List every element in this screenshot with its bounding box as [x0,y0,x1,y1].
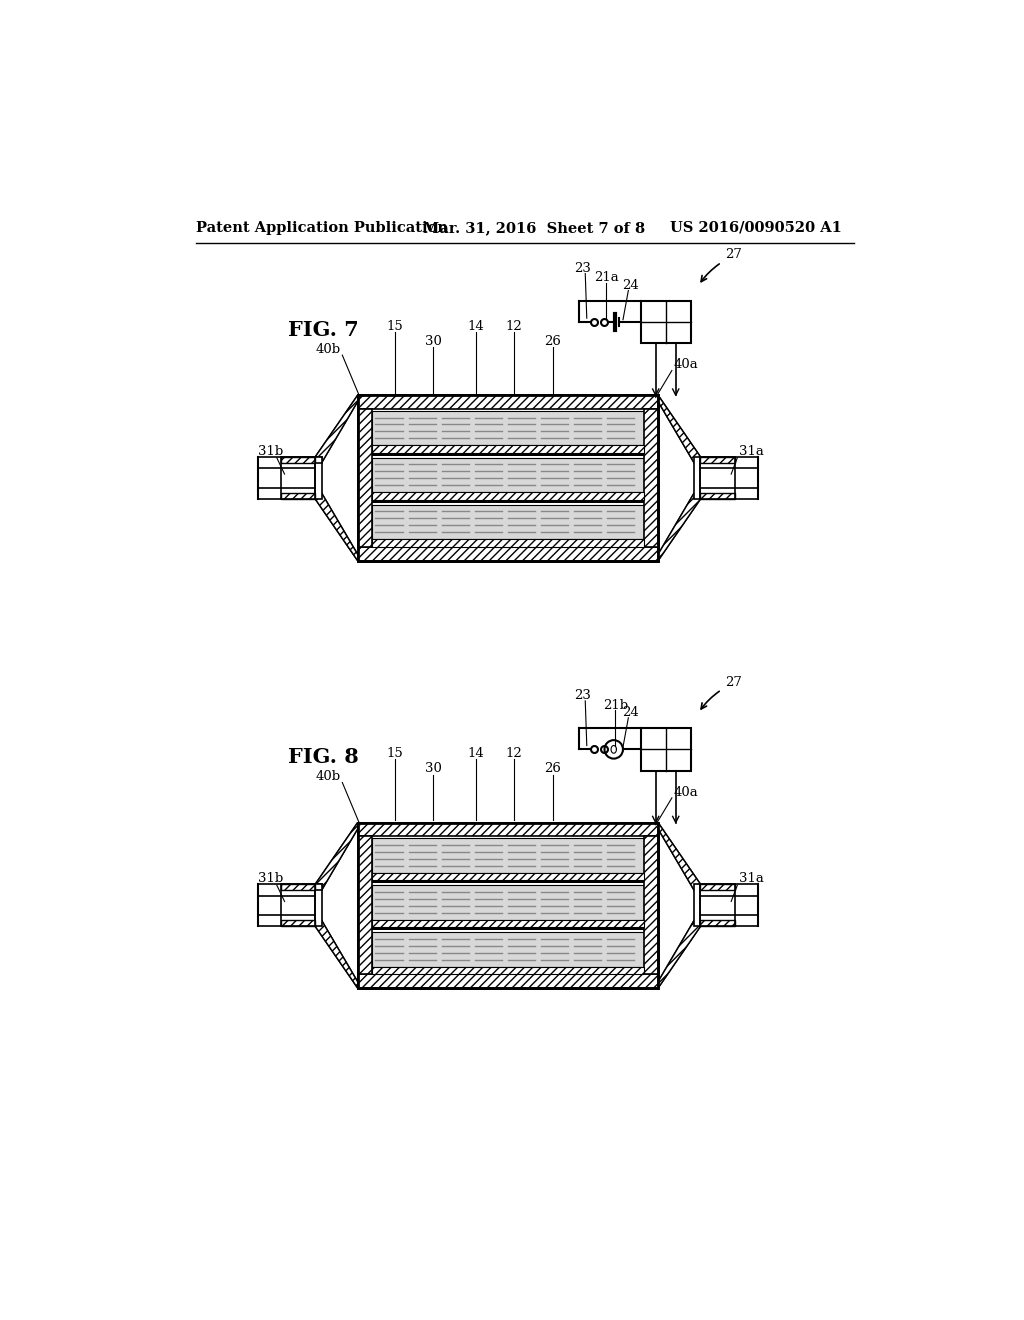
Text: 24: 24 [623,279,639,292]
Text: 15: 15 [386,319,403,333]
Text: 26: 26 [544,763,561,775]
Polygon shape [315,822,357,890]
Text: 12: 12 [506,747,522,760]
Bar [372,504,644,539]
Bar [357,395,658,409]
Bar [694,884,700,927]
Text: 31a: 31a [739,873,764,886]
Bar [357,395,658,561]
Polygon shape [315,822,357,890]
Bar [372,927,644,931]
Bar [700,920,735,927]
Text: Mar. 31, 2016  Sheet 7 of 8: Mar. 31, 2016 Sheet 7 of 8 [423,220,645,235]
Bar [357,395,658,561]
Polygon shape [658,492,700,561]
Text: 21a: 21a [594,271,618,284]
Bar [644,409,658,546]
Text: 24: 24 [623,706,639,719]
Bar [281,457,315,499]
Bar [372,492,644,500]
Polygon shape [658,395,700,463]
Polygon shape [658,822,700,890]
Text: 30: 30 [425,335,441,348]
Polygon shape [658,492,700,561]
Bar [372,873,644,880]
Polygon shape [315,920,357,989]
Polygon shape [315,492,357,561]
Bar [315,457,322,463]
Text: 30: 30 [425,763,441,775]
Bar [357,822,658,989]
Bar [281,492,315,499]
Bar [357,546,658,561]
Bar [315,884,322,890]
Polygon shape [658,920,700,989]
Bar [372,458,644,492]
Bar [372,411,644,445]
Bar [357,409,372,546]
Text: FIG. 7: FIG. 7 [289,319,359,339]
Bar [641,301,691,343]
Text: 40a: 40a [674,785,698,799]
Bar [372,920,644,927]
Text: 40a: 40a [674,358,698,371]
Text: 23: 23 [574,689,592,702]
Bar [357,974,658,989]
Bar [641,729,691,771]
Polygon shape [315,395,357,463]
Bar [372,838,644,873]
Text: US 2016/0090520 A1: US 2016/0090520 A1 [670,220,842,235]
Polygon shape [315,395,357,463]
Text: 12: 12 [506,319,522,333]
Bar [357,822,658,837]
Text: 23: 23 [574,261,592,275]
Polygon shape [315,492,357,561]
Bar [700,884,735,927]
Text: 31b: 31b [258,873,283,886]
Text: 27: 27 [725,248,742,261]
Text: 31a: 31a [739,445,764,458]
Bar [700,884,735,890]
Bar [700,457,735,499]
Bar [372,880,644,883]
Bar [700,492,735,499]
Bar [700,457,735,463]
Bar [372,500,644,503]
Text: 40b: 40b [315,770,341,783]
Text: 40b: 40b [315,343,341,356]
Bar [281,884,315,927]
Bar [281,457,315,463]
Bar [315,884,322,927]
Bar [644,837,658,974]
Bar [357,837,372,974]
Polygon shape [658,822,700,890]
Bar [372,445,644,453]
Bar [372,453,644,455]
Text: 27: 27 [725,676,742,689]
Bar [357,822,658,989]
Bar [372,966,644,974]
Text: Patent Application Publication: Patent Application Publication [196,220,449,235]
Polygon shape [658,395,700,463]
Bar [281,920,315,927]
Text: 21b: 21b [603,698,628,711]
Text: FIG. 8: FIG. 8 [289,747,359,767]
Bar [372,884,644,920]
Text: 15: 15 [386,747,403,760]
Text: 14: 14 [467,747,484,760]
Bar [372,539,644,546]
Bar [694,457,700,499]
Bar [372,932,644,966]
Polygon shape [315,920,357,989]
Polygon shape [658,920,700,989]
Bar [281,884,315,890]
Text: 31b: 31b [258,445,283,458]
Bar [315,457,322,499]
Text: 14: 14 [467,319,484,333]
Text: 26: 26 [544,335,561,348]
